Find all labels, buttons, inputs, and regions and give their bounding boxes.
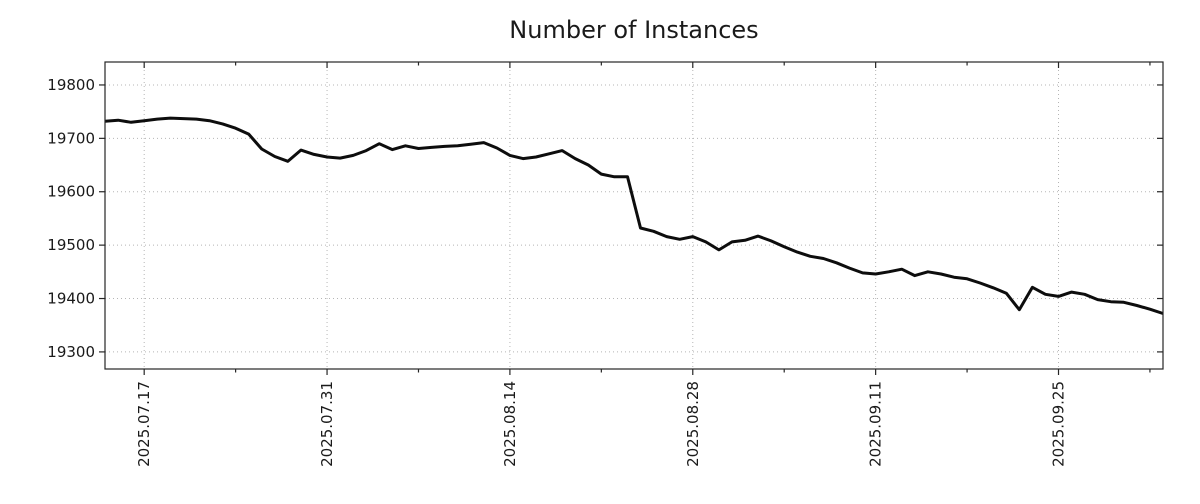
x-tick-label: 2025.07.31 <box>318 381 336 467</box>
y-tick-label: 19300 <box>47 343 95 361</box>
x-tick-label: 2025.08.28 <box>684 381 702 467</box>
series-layer <box>104 116 1164 315</box>
series-line-instances <box>104 116 1164 315</box>
x-tick-label: 2025.07.17 <box>135 381 153 467</box>
x-tick-label: 2025.09.11 <box>867 381 885 467</box>
y-tick-label: 19600 <box>47 183 95 201</box>
y-tick-label: 19700 <box>47 129 95 147</box>
plot-border <box>104 61 1164 370</box>
grid-layer <box>105 62 1163 369</box>
y-tick-label: 19800 <box>47 76 95 94</box>
y-tick-label: 19400 <box>47 290 95 308</box>
label-layer: 19300 19400 19500 19600 19700 19800 2025.07.17… <box>47 76 1067 467</box>
chart-title: Number of Instances <box>509 16 758 44</box>
axes-layer <box>99 61 1164 375</box>
x-tick-label: 2025.09.25 <box>1050 381 1068 467</box>
y-tick-label: 19500 <box>47 236 95 254</box>
x-tick-label: 2025.08.14 <box>501 381 519 467</box>
